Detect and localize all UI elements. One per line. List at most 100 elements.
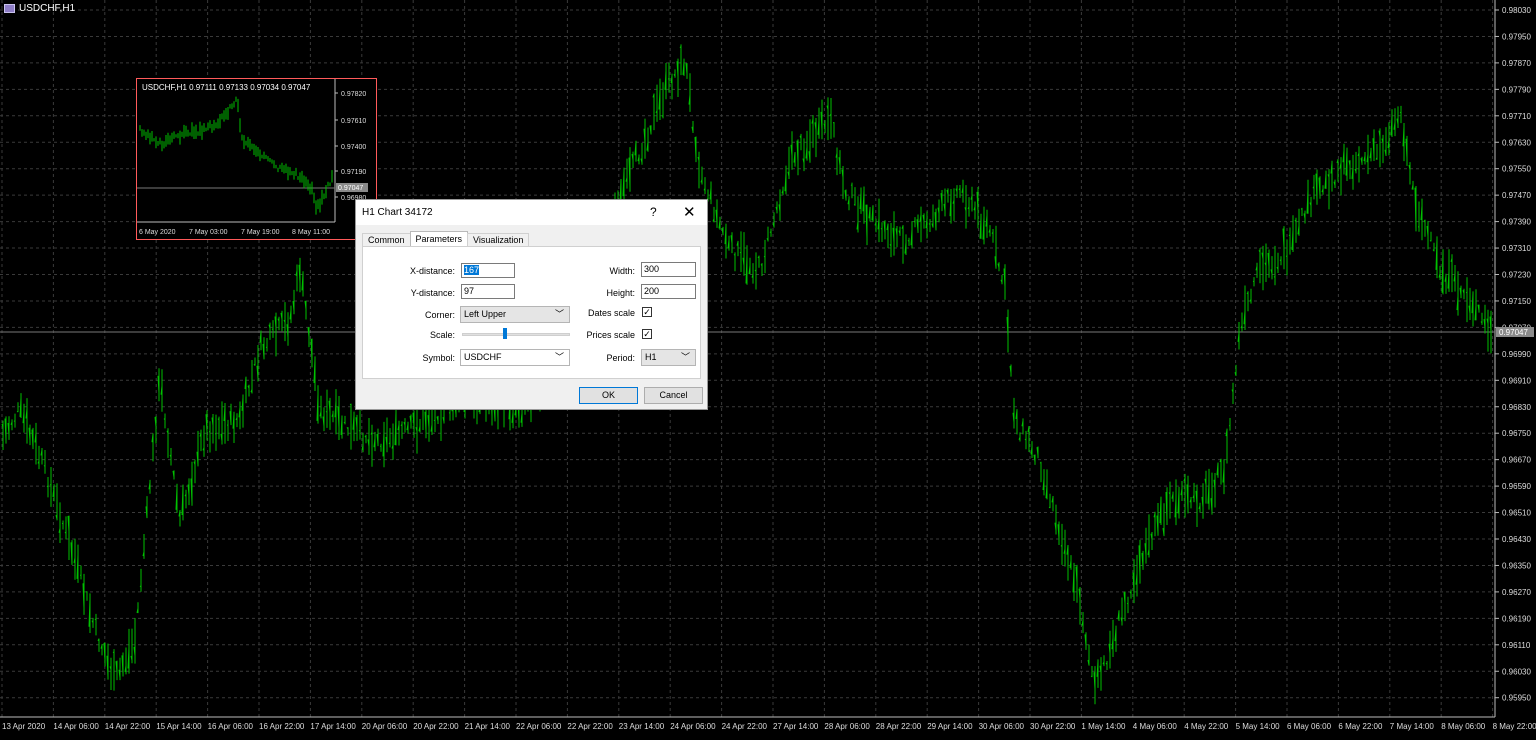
width-input[interactable]: 300 [641,262,696,277]
x-distance-label: X-distance: [383,266,455,276]
price-bar-open [1430,240,1431,241]
width-label: Width: [563,266,635,276]
price-bar-open [740,252,741,253]
cancel-button[interactable]: Cancel [644,387,703,404]
tab-common[interactable]: Common [362,233,411,247]
time-label: 23 Apr 14:00 [619,722,665,731]
price-label: 0.97790 [1502,85,1531,94]
chart-properties-dialog: H1 Chart 34172 ? ✕ Common Parameters Vis… [355,199,708,410]
y-distance-input[interactable]: 97 [461,284,515,299]
time-label: 7 May 14:00 [1390,722,1435,731]
time-label: 29 Apr 14:00 [927,722,973,731]
dialog-titlebar[interactable]: H1 Chart 34172 ? ✕ [356,200,707,225]
close-icon[interactable]: ✕ [683,203,696,221]
tab-visualization[interactable]: Visualization [467,233,529,247]
mini-time-label: 7 May 19:00 [241,229,280,236]
period-select[interactable]: H1 ﹀ [641,349,696,366]
dates-scale-checkbox[interactable]: ✓ [642,307,652,317]
price-bar-open [1286,256,1287,257]
price-bar-open [881,228,882,229]
price-bar-open [1400,112,1401,113]
height-label: Height: [563,288,635,298]
price-label: 0.97470 [1502,191,1531,200]
time-label: 14 Apr 06:00 [53,722,99,731]
price-bar-open [86,592,87,593]
tab-bar: Common Parameters Visualization [362,231,528,246]
period-label: Period: [563,353,635,363]
price-label: 0.96750 [1502,429,1531,438]
price-bar-open [44,465,45,466]
chart-title-text: USDCHF,H1 [19,3,75,14]
time-label: 30 Apr 06:00 [979,722,1025,731]
scale-slider-track[interactable] [462,333,570,336]
mini-price-label: 0.97190 [341,169,366,176]
price-label: 0.96190 [1502,614,1531,623]
price-bar-open [113,652,114,653]
time-label: 28 Apr 06:00 [824,722,870,731]
price-label: 0.97710 [1502,112,1531,121]
prices-scale-label: Prices scale [563,330,635,340]
time-label: 20 Apr 06:00 [362,722,408,731]
price-label: 0.98030 [1502,6,1531,15]
mini-time-label: 7 May 03:00 [189,229,228,236]
chart-title: USDCHF,H1 [4,3,75,14]
price-bar-open [140,586,141,587]
symbol-label: Symbol: [383,353,455,363]
corner-select[interactable]: Left Upper ﹀ [460,306,570,323]
time-label: 16 Apr 06:00 [208,722,254,731]
time-label: 5 May 14:00 [1236,722,1281,731]
price-label: 0.96110 [1502,641,1531,650]
time-label: 1 May 14:00 [1081,722,1126,731]
corner-label: Corner: [383,310,455,320]
time-label: 15 Apr 14:00 [156,722,202,731]
dates-scale-label: Dates scale [563,308,635,318]
time-label: 30 Apr 22:00 [1030,722,1076,731]
x-distance-input[interactable]: 167 [461,263,515,278]
price-bar-open [908,240,909,241]
time-label: 8 May 06:00 [1441,722,1486,731]
price-label: 0.96670 [1502,456,1531,465]
price-label: 0.97230 [1502,271,1531,280]
price-label: 0.97630 [1502,138,1531,147]
price-bar-open [770,232,771,233]
time-label: 21 Apr 14:00 [465,722,511,731]
mini-price-label: 0.97610 [341,118,366,125]
price-bar-open [272,329,273,330]
period-value: H1 [645,352,657,362]
price-label: 0.97550 [1502,165,1531,174]
chevron-down-icon: ﹀ [681,350,690,365]
symbol-select[interactable]: USDCHF ﹀ [460,349,570,366]
time-label: 4 May 06:00 [1133,722,1178,731]
time-label: 13 Apr 2020 [2,722,46,731]
y-distance-label: Y-distance: [383,288,455,298]
mini-time-label: 8 May 11:00 [292,229,330,236]
scale-slider-thumb[interactable] [503,328,507,339]
price-bar-open [764,256,765,257]
ok-button[interactable]: OK [579,387,638,404]
price-label: 0.96350 [1502,561,1531,570]
price-label: 0.96910 [1502,376,1531,385]
time-label: 4 May 22:00 [1184,722,1229,731]
height-input[interactable]: 200 [641,284,696,299]
price-label: 0.95950 [1502,694,1531,703]
time-label: 24 Apr 06:00 [670,722,716,731]
mini-current-price-label: 0.97047 [338,185,363,192]
time-label: 22 Apr 22:00 [567,722,613,731]
time-label: 17 Apr 14:00 [310,722,356,731]
symbol-value: USDCHF [464,352,502,362]
price-label: 0.96030 [1502,667,1531,676]
parameters-panel: X-distance: 167 Y-distance: 97 Corner: L… [362,246,701,379]
mini-time-label: 6 May 2020 [139,229,176,236]
time-label: 6 May 06:00 [1287,722,1332,731]
price-label: 0.96590 [1502,482,1531,491]
time-label: 28 Apr 22:00 [876,722,922,731]
help-icon[interactable]: ? [650,205,657,219]
tab-parameters[interactable]: Parameters [410,231,469,247]
price-label: 0.97310 [1502,244,1531,253]
x-distance-value: 167 [464,265,479,275]
time-label: 6 May 22:00 [1338,722,1383,731]
prices-scale-checkbox[interactable]: ✓ [642,329,652,339]
price-bar-open [734,254,735,255]
